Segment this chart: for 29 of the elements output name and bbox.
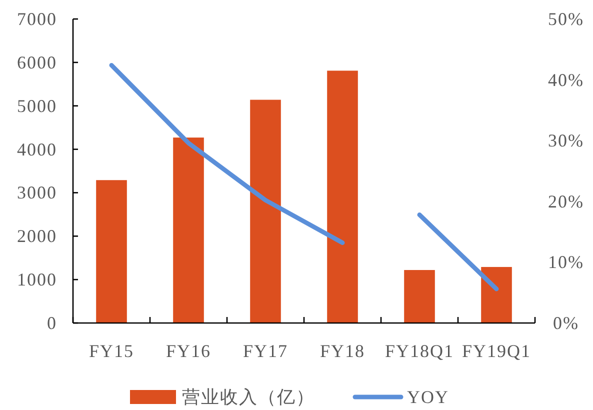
y2-tick-label: 50%	[548, 9, 584, 29]
bar	[481, 266, 512, 323]
y-tick-label: 7000	[17, 9, 57, 29]
y-tick-label: 3000	[17, 182, 57, 203]
bar	[96, 180, 127, 323]
x-tick-label: FY15	[88, 341, 134, 361]
y2-tick-label: 10%	[548, 252, 584, 272]
y-tick-label: 4000	[17, 139, 57, 160]
line-series	[109, 62, 345, 245]
y2-tick-label: 0%	[553, 313, 579, 333]
x-tick-label: FY18	[320, 341, 366, 361]
y-tick-label: 2000	[17, 226, 57, 246]
x-tick-label: FY18Q1	[384, 341, 454, 361]
y-tick-label: 6000	[17, 52, 57, 72]
bar	[327, 70, 358, 323]
y2-tick-label: 20%	[548, 191, 584, 212]
x-tick-label: FY17	[242, 341, 288, 361]
bar	[173, 138, 204, 323]
y-tick-label: 0	[47, 313, 57, 333]
y-tick-label: 1000	[17, 270, 57, 290]
y2-tick-label: 30%	[548, 130, 584, 151]
legend-label: 营业收入（亿）	[182, 387, 315, 407]
bar	[404, 270, 435, 323]
bar	[250, 100, 281, 323]
x-tick-label: FY19Q1	[462, 341, 532, 361]
y2-tick-label: 40%	[548, 70, 584, 90]
legend-label: YOY	[407, 387, 449, 407]
x-tick-label: FY16	[166, 341, 212, 361]
y-tick-label: 5000	[17, 96, 57, 116]
